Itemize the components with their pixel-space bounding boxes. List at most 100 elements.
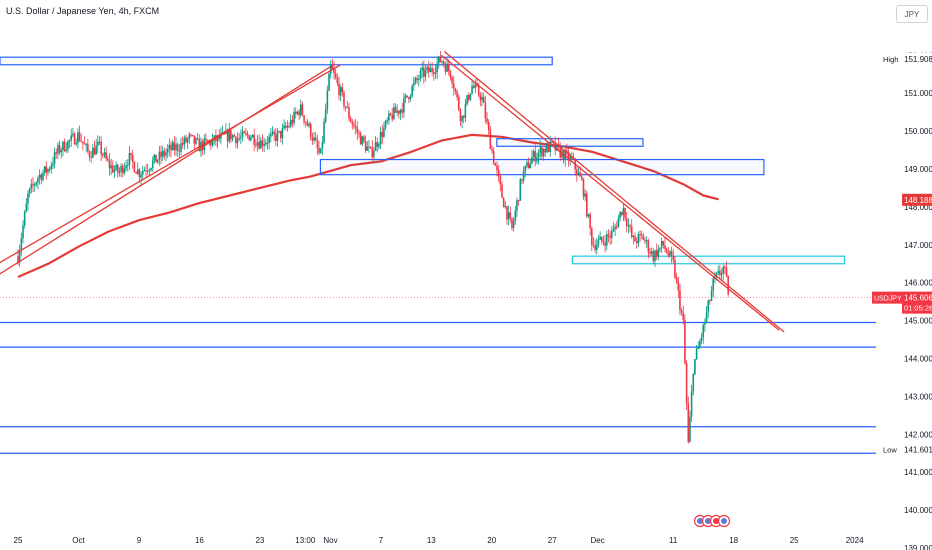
candle-body-198 (346, 107, 349, 109)
candle-body-245 (424, 69, 427, 77)
candle-body-346 (592, 244, 595, 246)
candle-body-17 (45, 166, 48, 173)
candle-body-79 (148, 169, 151, 171)
candle-body-47 (95, 145, 97, 155)
candle-body-357 (610, 231, 613, 238)
candle-body-259 (447, 63, 450, 71)
candle-body-236 (409, 95, 412, 100)
candle-body-66 (126, 164, 129, 166)
candle-body-282 (486, 118, 488, 122)
candle-body-151 (268, 136, 270, 143)
event-markers[interactable] (693, 514, 731, 528)
candle-body-262 (452, 83, 455, 89)
candle-body-156 (276, 131, 279, 141)
candle-body-37 (78, 132, 81, 141)
candle-body-217 (378, 144, 380, 147)
candle-body-350 (599, 236, 601, 240)
trend-channel-down-line_b (443, 51, 785, 333)
candle-body-271 (467, 95, 470, 100)
candle-body-90 (166, 148, 169, 153)
candle-body-358 (612, 228, 615, 232)
candle-body-215 (374, 142, 377, 151)
candle-body-234 (406, 95, 408, 98)
candle-body-163 (288, 126, 290, 128)
candle-body-13 (38, 174, 41, 178)
candle-body-258 (446, 63, 448, 72)
candle-body-373 (637, 234, 640, 244)
candle-body-268 (462, 115, 465, 118)
candle-body-364 (622, 208, 625, 215)
candle-body-280 (482, 96, 485, 103)
candle-body-348 (595, 244, 598, 250)
candle-body-174 (306, 122, 309, 126)
candle-body-231 (401, 109, 403, 113)
candle-body-133 (238, 138, 241, 140)
candle-body-410 (699, 340, 701, 347)
candle-body-343 (587, 214, 590, 217)
candle-body-270 (466, 95, 468, 105)
candle-body-203 (354, 125, 357, 128)
candle-body-106 (193, 135, 196, 144)
x-tick-1: Oct (72, 536, 85, 545)
candle-body-387 (660, 241, 663, 248)
candle-body-349 (597, 239, 600, 245)
candle-body-136 (243, 131, 245, 133)
candle-body-40 (83, 143, 86, 145)
candle-body-111 (201, 141, 204, 150)
candle-body-345 (591, 228, 593, 245)
candle-body-310 (532, 151, 535, 158)
candle-body-284 (489, 130, 492, 150)
candle-body-210 (366, 146, 369, 151)
candle-body-116 (210, 141, 212, 146)
low-label-value: 141.601 (904, 445, 932, 454)
x-tick-5: 13:00 (295, 536, 316, 545)
candle-body-318 (546, 143, 548, 153)
candle-body-275 (474, 84, 477, 88)
high-label-value-bg (902, 52, 932, 65)
candle-body-266 (459, 109, 462, 122)
candle-body-298 (512, 220, 515, 228)
candle-body-413 (704, 322, 706, 325)
candle-body-199 (348, 107, 350, 118)
candle-body-127 (228, 130, 231, 142)
candle-body-18 (47, 169, 49, 173)
candle-body-168 (296, 111, 299, 114)
flag-us-icon-dot-1 (705, 518, 711, 524)
currency-button[interactable]: JPY (896, 5, 928, 23)
candle-body-114 (206, 140, 209, 142)
candle-body-92 (170, 144, 172, 151)
candle-body-315 (541, 147, 543, 157)
candle-body-394 (672, 255, 675, 260)
candle-body-212 (369, 146, 372, 148)
trendlines-layer (0, 51, 785, 333)
candle-body-56 (110, 165, 112, 169)
candle-body-60 (116, 164, 119, 173)
candle-body-402 (685, 363, 688, 404)
x-tick-8: 13 (427, 536, 436, 545)
candle-body-63 (121, 165, 124, 174)
candle-body-150 (266, 142, 269, 144)
candle-body-7 (28, 188, 31, 194)
candle-body-360 (615, 226, 618, 228)
candle-body-81 (151, 160, 154, 169)
x-tick-14: 25 (790, 536, 799, 545)
x-tick-4: 23 (255, 536, 264, 545)
candle-body-131 (235, 136, 237, 144)
candle-body-48 (97, 141, 99, 146)
candle-body-226 (393, 107, 395, 120)
candle-body-294 (506, 206, 508, 220)
candle-body-96 (176, 144, 179, 151)
candle-body-86 (160, 151, 162, 158)
current-symbol-bg (872, 291, 902, 304)
candle-body-149 (265, 142, 267, 145)
candle-body-303 (521, 179, 523, 181)
candle-body-264 (456, 91, 458, 98)
candle-body-301 (517, 200, 520, 202)
candle-body-178 (313, 137, 315, 141)
candle-body-148 (263, 144, 265, 146)
candle-body-187 (328, 73, 330, 91)
candle-body-172 (303, 115, 305, 122)
candle-body-67 (128, 152, 131, 165)
candle-body-412 (702, 324, 705, 337)
